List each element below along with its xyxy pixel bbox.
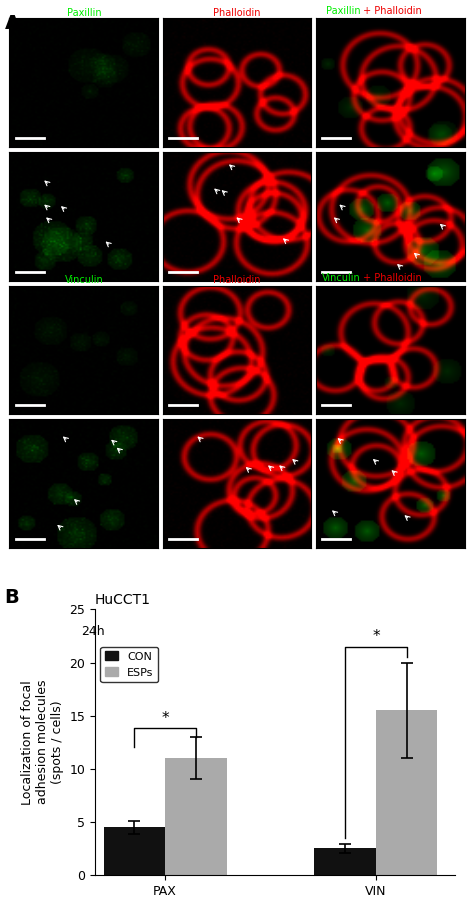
Text: 24h: 24h [81,625,104,638]
Text: HuCCT1: HuCCT1 [95,593,151,607]
Title: Paxillin: Paxillin [66,7,101,17]
Text: + Phalloidin: + Phalloidin [360,274,422,283]
Bar [314,848,376,875]
Text: *: * [161,711,169,727]
Text: Paxillin: Paxillin [326,6,360,16]
Bar [104,827,165,875]
Legend: CON, ESPs: CON, ESPs [100,647,158,682]
Text: B: B [5,588,19,607]
Y-axis label: Localization of focal
adhesion molecules
(spots / cells): Localization of focal adhesion molecules… [21,680,64,805]
Title: Phalloidin: Phalloidin [213,274,261,285]
Text: + Phalloidin: + Phalloidin [360,6,422,16]
Bar [376,710,438,875]
Text: A: A [5,14,20,33]
Title: Vinculin: Vinculin [64,274,103,285]
Text: *: * [372,629,380,645]
Bar [165,758,227,875]
Text: Vinculin: Vinculin [322,274,360,283]
Title: Phalloidin: Phalloidin [213,7,261,17]
